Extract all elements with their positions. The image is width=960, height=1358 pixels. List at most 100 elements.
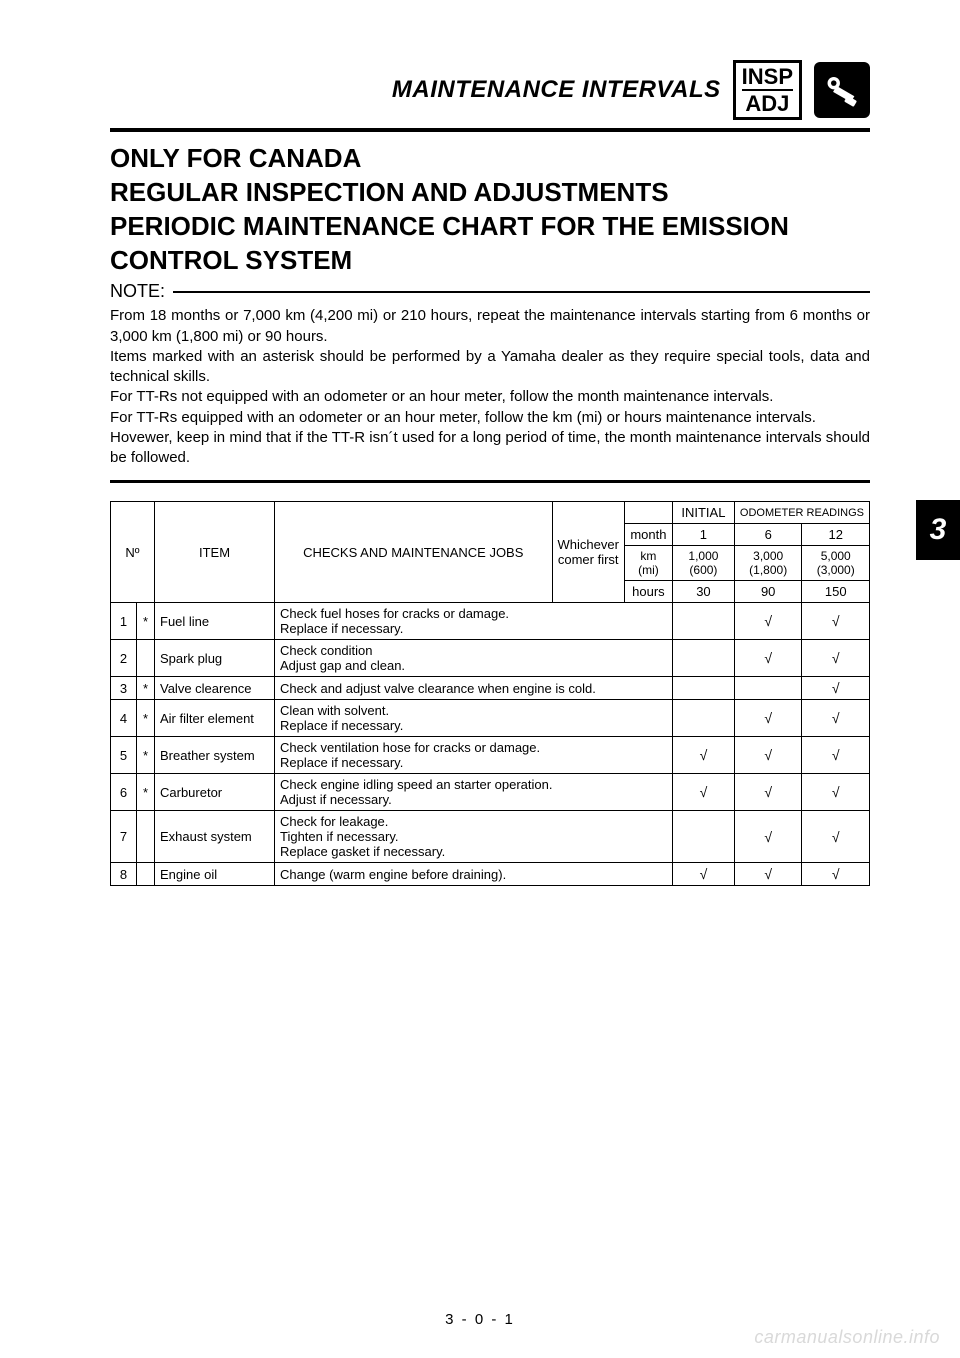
cell-checks: Check conditionAdjust gap and clean. bbox=[275, 640, 673, 677]
cell-no: 6 bbox=[111, 774, 137, 811]
cell-item: Carburetor bbox=[155, 774, 275, 811]
hdr-hours-1: 30 bbox=[672, 581, 734, 603]
hdr-month-2: 6 bbox=[734, 524, 802, 546]
cell-item: Valve clearence bbox=[155, 677, 275, 700]
cell-checks: Check fuel hoses for cracks or damage.Re… bbox=[275, 603, 673, 640]
hdr-no: Nº bbox=[111, 502, 155, 603]
note-p1: From 18 months or 7,000 km (4,200 mi) or… bbox=[110, 306, 870, 347]
cell-check-c3: √ bbox=[802, 737, 870, 774]
cell-item: Spark plug bbox=[155, 640, 275, 677]
main-heading: ONLY FOR CANADA REGULAR INSPECTION AND A… bbox=[110, 142, 870, 277]
table-row: 7 Exhaust systemCheck for leakage.Tighten… bbox=[111, 811, 870, 863]
cell-asterisk: * bbox=[137, 774, 155, 811]
wrench-icon bbox=[814, 62, 870, 118]
cell-checks: Check ventilation hose for cracks or dam… bbox=[275, 737, 673, 774]
cell-check-c1 bbox=[672, 677, 734, 700]
hdr-month-label: month bbox=[624, 524, 672, 546]
badge-top: INSP bbox=[742, 65, 793, 88]
heading-line-1: ONLY FOR CANADA bbox=[110, 142, 870, 176]
note-p5: Hovewer, keep in mind that if the TT-R i… bbox=[110, 428, 870, 469]
cell-check-c2: √ bbox=[734, 700, 802, 737]
cell-no: 1 bbox=[111, 603, 137, 640]
watermark: carmanualsonline.info bbox=[754, 1327, 940, 1348]
hdr-hours-label: hours bbox=[624, 581, 672, 603]
note-rule bbox=[173, 291, 870, 293]
cell-no: 8 bbox=[111, 863, 137, 886]
heading-line-3: PERIODIC MAINTENANCE CHART FOR THE EMISS… bbox=[110, 210, 870, 244]
table-row: 6*CarburetorCheck engine idling speed an… bbox=[111, 774, 870, 811]
cell-item: Air filter element bbox=[155, 700, 275, 737]
cell-check-c3: √ bbox=[802, 811, 870, 863]
hdr-item: ITEM bbox=[155, 502, 275, 603]
cell-no: 7 bbox=[111, 811, 137, 863]
cell-item: Engine oil bbox=[155, 863, 275, 886]
cell-check-c1: √ bbox=[672, 863, 734, 886]
cell-checks: Check engine idling speed an starter ope… bbox=[275, 774, 673, 811]
cell-no: 5 bbox=[111, 737, 137, 774]
cell-no: 4 bbox=[111, 700, 137, 737]
hdr-initial: INITIAL bbox=[672, 502, 734, 524]
table-row: 4*Air filter elementClean with solvent.R… bbox=[111, 700, 870, 737]
header-row: MAINTENANCE INTERVALS INSP ADJ bbox=[110, 60, 870, 120]
chapter-tab: 3 bbox=[916, 500, 960, 560]
cell-check-c1: √ bbox=[672, 774, 734, 811]
cell-check-c2: √ bbox=[734, 737, 802, 774]
hdr-hours-3: 150 bbox=[802, 581, 870, 603]
insp-adj-badge: INSP ADJ bbox=[733, 60, 802, 120]
cell-check-c2: √ bbox=[734, 811, 802, 863]
note-row: NOTE: bbox=[110, 281, 870, 302]
table-row: 1*Fuel lineCheck fuel hoses for cracks o… bbox=[111, 603, 870, 640]
cell-checks: Check and adjust valve clearance when en… bbox=[275, 677, 673, 700]
cell-asterisk: * bbox=[137, 737, 155, 774]
cell-check-c3: √ bbox=[802, 603, 870, 640]
cell-item: Breather system bbox=[155, 737, 275, 774]
cell-check-c1 bbox=[672, 640, 734, 677]
heading-line-4: CONTROL SYSTEM bbox=[110, 244, 870, 278]
cell-check-c2 bbox=[734, 677, 802, 700]
hdr-checks: CHECKS AND MAINTENANCE JOBS bbox=[275, 502, 553, 603]
hdr-km-3: 5,000 (3,000) bbox=[802, 546, 870, 581]
table-row: 2 Spark plugCheck conditionAdjust gap and… bbox=[111, 640, 870, 677]
header-rule bbox=[110, 128, 870, 132]
cell-item: Fuel line bbox=[155, 603, 275, 640]
cell-check-c1 bbox=[672, 603, 734, 640]
cell-check-c2: √ bbox=[734, 603, 802, 640]
hdr-odometer: ODOMETER READINGS bbox=[734, 502, 869, 524]
note-body: From 18 months or 7,000 km (4,200 mi) or… bbox=[110, 306, 870, 468]
cell-checks: Check for leakage.Tighten if necessary.R… bbox=[275, 811, 673, 863]
badge-bottom: ADJ bbox=[745, 92, 789, 115]
cell-check-c1 bbox=[672, 811, 734, 863]
cell-check-c2: √ bbox=[734, 640, 802, 677]
hdr-month-1: 1 bbox=[672, 524, 734, 546]
table-body: 1*Fuel lineCheck fuel hoses for cracks o… bbox=[111, 603, 870, 886]
cell-check-c2: √ bbox=[734, 774, 802, 811]
cell-check-c3: √ bbox=[802, 774, 870, 811]
hdr-whichever: Whichever comer first bbox=[552, 502, 624, 603]
cell-no: 3 bbox=[111, 677, 137, 700]
section-title: MAINTENANCE INTERVALS bbox=[392, 76, 721, 104]
cell-asterisk bbox=[137, 640, 155, 677]
cell-asterisk: * bbox=[137, 677, 155, 700]
cell-check-c3: √ bbox=[802, 700, 870, 737]
cell-asterisk bbox=[137, 811, 155, 863]
note-label: NOTE: bbox=[110, 281, 165, 302]
cell-asterisk bbox=[137, 863, 155, 886]
page: MAINTENANCE INTERVALS INSP ADJ ONLY FOR … bbox=[0, 0, 960, 1358]
table-row: 3*Valve clearenceCheck and adjust valve … bbox=[111, 677, 870, 700]
note-p4: For TT-Rs equipped with an odometer or a… bbox=[110, 408, 870, 428]
cell-asterisk: * bbox=[137, 603, 155, 640]
cell-check-c2: √ bbox=[734, 863, 802, 886]
hdr-km-label: km (mi) bbox=[624, 546, 672, 581]
table-row: 5*Breather systemCheck ventilation hose … bbox=[111, 737, 870, 774]
mid-rule bbox=[110, 480, 870, 483]
footer-page-number: 3 - 0 - 1 bbox=[0, 1311, 960, 1328]
cell-item: Exhaust system bbox=[155, 811, 275, 863]
cell-no: 2 bbox=[111, 640, 137, 677]
cell-asterisk: * bbox=[137, 700, 155, 737]
hdr-km-2: 3,000 (1,800) bbox=[734, 546, 802, 581]
note-p2: Items marked with an asterisk should be … bbox=[110, 347, 870, 388]
cell-check-c1: √ bbox=[672, 737, 734, 774]
cell-check-c1 bbox=[672, 700, 734, 737]
wrench-svg bbox=[820, 68, 864, 112]
hdr-km-1: 1,000 (600) bbox=[672, 546, 734, 581]
